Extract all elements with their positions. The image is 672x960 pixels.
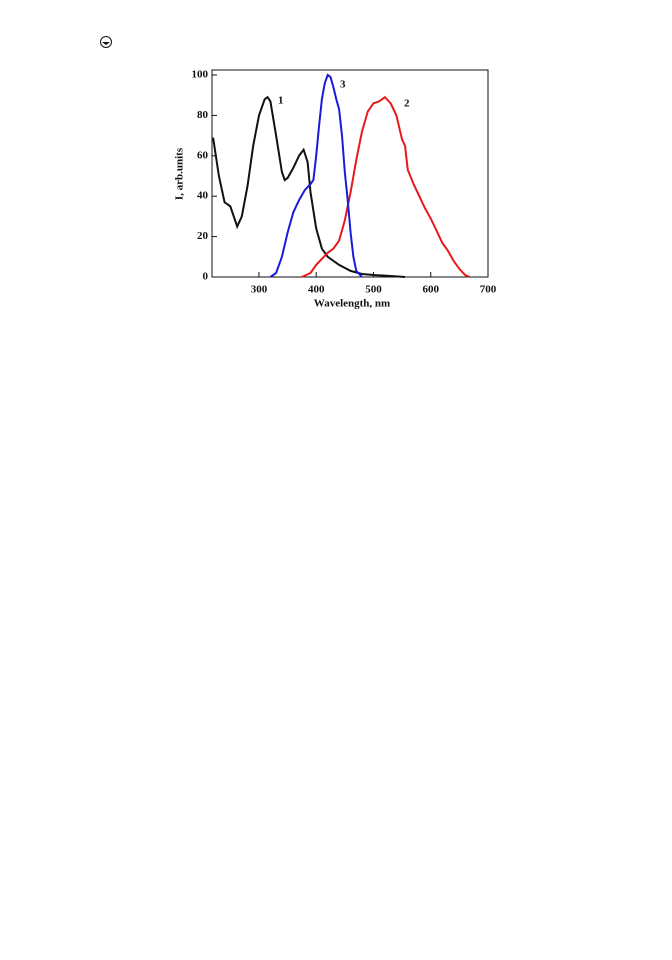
x-axis-label: Wavelength, nm: [314, 298, 390, 310]
y-tick-label: 100: [192, 69, 209, 81]
y-axis-label: I, arb.units: [174, 147, 186, 200]
x-tick-label: 700: [480, 284, 497, 296]
curve-label: 2: [404, 98, 410, 110]
y-tick-label: 0: [203, 271, 209, 283]
x-tick-label: 400: [308, 284, 325, 296]
plot-frame: [211, 69, 489, 278]
icon: [100, 36, 112, 48]
x-tick-label: 500: [365, 284, 382, 296]
x-tick-label: 300: [251, 284, 268, 296]
series-line: [301, 95, 471, 278]
x-tick-label: 600: [422, 284, 439, 296]
y-tick-label: 80: [197, 109, 209, 121]
y-tick-label: 40: [197, 190, 209, 202]
series-line: [269, 73, 363, 278]
series-line: [212, 95, 406, 278]
curve-label: 1: [278, 95, 284, 107]
curve-label: 3: [340, 79, 346, 91]
icon-mark: [102, 42, 110, 45]
y-tick-label: 60: [197, 149, 209, 161]
y-tick-label: 20: [197, 230, 209, 242]
